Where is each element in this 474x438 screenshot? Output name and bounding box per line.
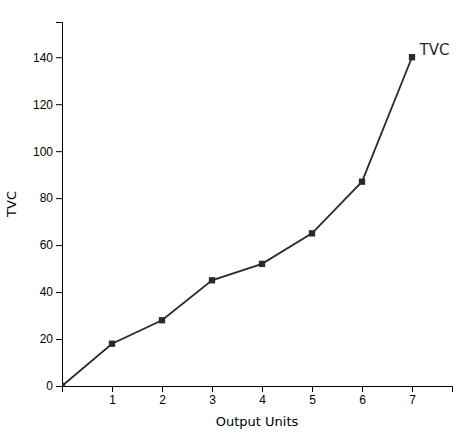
x-tick: 2: [159, 386, 166, 407]
x-tick-mark: [112, 386, 113, 392]
point: [209, 277, 215, 283]
x-tick-label: 7: [409, 393, 416, 407]
x-tick-label: 6: [359, 393, 366, 407]
x-tick-mark: [312, 386, 313, 392]
y-tick: 40: [40, 285, 62, 299]
x-axis-line: [63, 387, 453, 393]
point: [409, 54, 415, 60]
x-tick-mark: [362, 386, 363, 392]
x-tick-mark: [262, 386, 263, 392]
point: [259, 261, 265, 267]
y-tick-mark: [56, 104, 62, 105]
data-marks: [62, 54, 415, 386]
point: [309, 230, 315, 236]
y-tick-label: 80: [40, 191, 54, 205]
y-axis: 0 20 40 60 80 100 120 140: [33, 23, 63, 394]
y-tick-mark: [56, 57, 62, 58]
y-tick: 80: [40, 191, 62, 205]
y-tick-mark: [56, 245, 62, 246]
line: [62, 57, 412, 386]
y-tick: 20: [40, 332, 62, 346]
y-tick-mark: [56, 198, 62, 199]
point: [109, 341, 115, 347]
x-tick-label: 3: [209, 393, 216, 407]
x-tick: 7: [409, 386, 416, 407]
y-tick-label: 100: [33, 145, 53, 159]
y-tick-label: 140: [33, 51, 53, 65]
y-tick-label: 60: [40, 238, 54, 252]
x-tick-label: 4: [259, 393, 266, 407]
y-tick-label: 0: [46, 379, 53, 393]
x-tick: 6: [359, 386, 366, 407]
y-axis-line: [56, 23, 63, 387]
y-tick: 60: [40, 238, 62, 252]
x-tick-mark: [212, 386, 213, 392]
y-tick: 120: [33, 98, 62, 112]
plot: 1 2 3 4 5 6 7 0 20 40 60 80 100 120 140 TVC: [33, 23, 453, 407]
y-tick-mark: [56, 386, 62, 387]
x-tick-mark: [412, 386, 413, 392]
x-tick-mark: [162, 386, 163, 392]
x-tick: 4: [259, 386, 266, 407]
y-tick-label: 20: [40, 332, 54, 346]
y-tick-mark: [56, 292, 62, 293]
y-tick-label: 40: [40, 285, 54, 299]
x-axis-title: Output Units: [216, 414, 299, 429]
y-tick-mark: [56, 151, 62, 152]
y-tick: 140: [33, 51, 62, 65]
x-tick-label: 5: [309, 393, 316, 407]
y-tick-label: 120: [33, 98, 53, 112]
point: [159, 317, 165, 323]
x-tick-label: 1: [109, 393, 116, 407]
y-tick: 0: [46, 379, 62, 393]
x-tick: 3: [209, 386, 216, 407]
x-tick-label: 2: [159, 393, 166, 407]
x-axis: 1 2 3 4 5 6 7: [63, 386, 453, 407]
x-tick: 1: [109, 386, 116, 407]
y-axis-title: TVC: [4, 191, 19, 218]
point: [62, 383, 65, 386]
point: [359, 179, 365, 185]
x-tick: 5: [309, 386, 316, 407]
chart: 1 2 3 4 5 6 7 0 20 40 60 80 100 120 140 TVC Output Units…: [0, 0, 474, 438]
y-tick: 100: [33, 145, 62, 159]
y-tick-mark: [56, 339, 62, 340]
annotation: TVC: [419, 41, 450, 59]
